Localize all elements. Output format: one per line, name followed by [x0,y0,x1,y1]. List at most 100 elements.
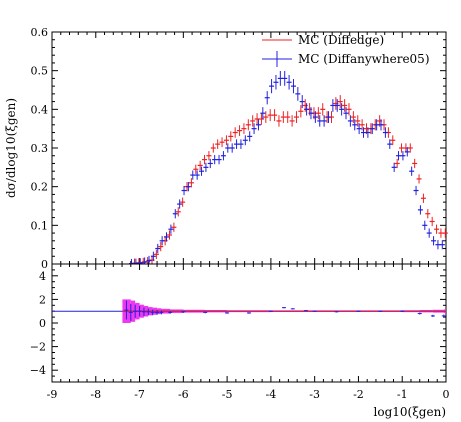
data-point [190,170,196,180]
data-point [237,125,243,136]
data-point [343,107,349,120]
main-y-tick-label: 0 [41,258,48,271]
data-point [330,99,336,112]
data-point [164,232,170,242]
data-point [315,107,321,120]
data-point [352,119,358,131]
main-y-tick-label: 0.2 [31,181,49,194]
data-point [263,111,269,123]
x-tick-label: -2 [353,388,364,401]
data-point [413,185,419,196]
data-point [228,131,234,142]
data-point [350,111,356,123]
data-point [238,139,244,149]
main-y-tick-label: 0.1 [31,219,49,232]
data-point [442,228,448,238]
data-point [293,111,299,123]
data-point [365,127,371,138]
data-point [168,224,174,234]
data-point [425,209,431,219]
data-point [439,240,445,250]
data-point [282,70,288,86]
x-tick-label: -5 [222,388,233,401]
data-point [355,115,361,127]
data-point [337,95,343,109]
ratio-y-tick-label: 4 [39,270,46,283]
data-point [153,249,159,259]
data-point [242,135,248,146]
data-point [298,105,304,118]
data-point [280,111,286,123]
data-point [295,87,301,101]
data-point [325,111,331,123]
ratio-y-tick-label: 0 [39,317,46,330]
ratio-y-tick-label: −2 [30,341,46,354]
main-y-tick-label: 0.3 [31,142,49,155]
data-point [216,154,222,165]
x-tick-label: -9 [47,388,58,401]
x-axis-label: log10(ξgen) [374,405,447,419]
data-point [382,127,388,138]
data-point [234,139,240,149]
data-point [290,79,296,94]
data-point [394,158,400,169]
x-tick-label: -7 [134,388,145,401]
data-point [285,111,291,123]
data-point [260,107,266,120]
legend: MC (Diffedge) MC (Diffanywhere05) [262,33,430,67]
data-point [356,123,362,135]
ratio-series-diffanywhere05 [124,300,446,321]
data-point [359,119,365,131]
data-point [399,143,405,153]
data-point [128,258,134,265]
data-point [273,74,279,90]
data-point [304,103,310,116]
data-point [407,143,413,153]
data-point [220,151,226,161]
data-point [232,127,238,138]
data-point [175,207,181,217]
data-point [378,119,384,131]
data-point [276,115,282,127]
data-point [317,115,323,127]
data-point [347,115,353,127]
main-frame [51,31,447,265]
data-point [346,103,352,116]
data-point [269,79,275,94]
data-point [171,222,177,232]
data-point [199,166,205,176]
data-point [299,95,305,109]
data-point [409,166,415,176]
main-panel: 0 0.1 0.2 0.3 0.4 0.5 0.6 dσ/dlog10(ξgen) [4,26,448,271]
data-point [420,193,426,203]
data-point [197,160,203,171]
data-point [159,236,165,246]
main-y-tick-label: 0.4 [31,103,49,116]
main-y-axis-label: dσ/dlog10(ξgen) [4,98,18,198]
data-point [206,151,212,161]
data-point [212,154,218,165]
data-point [387,139,393,149]
legend-label: MC (Diffedge) [298,33,384,47]
data-point [277,70,283,86]
x-tick-label: -3 [309,388,320,401]
data-point [417,205,423,215]
data-point [391,162,397,172]
data-point [215,139,221,149]
data-point [434,224,440,234]
data-point [180,197,186,207]
data-point [286,74,292,90]
x-tick-label: -4 [266,388,277,401]
series-diffedge [131,95,448,264]
data-point [429,216,435,227]
data-point [172,209,178,219]
data-point [272,109,278,122]
ratio-y-tick-label: −4 [30,364,46,377]
data-point [167,230,173,240]
data-point [390,135,396,146]
data-point [210,143,216,153]
data-point [342,99,348,112]
data-point [431,236,437,246]
data-point [289,115,295,127]
